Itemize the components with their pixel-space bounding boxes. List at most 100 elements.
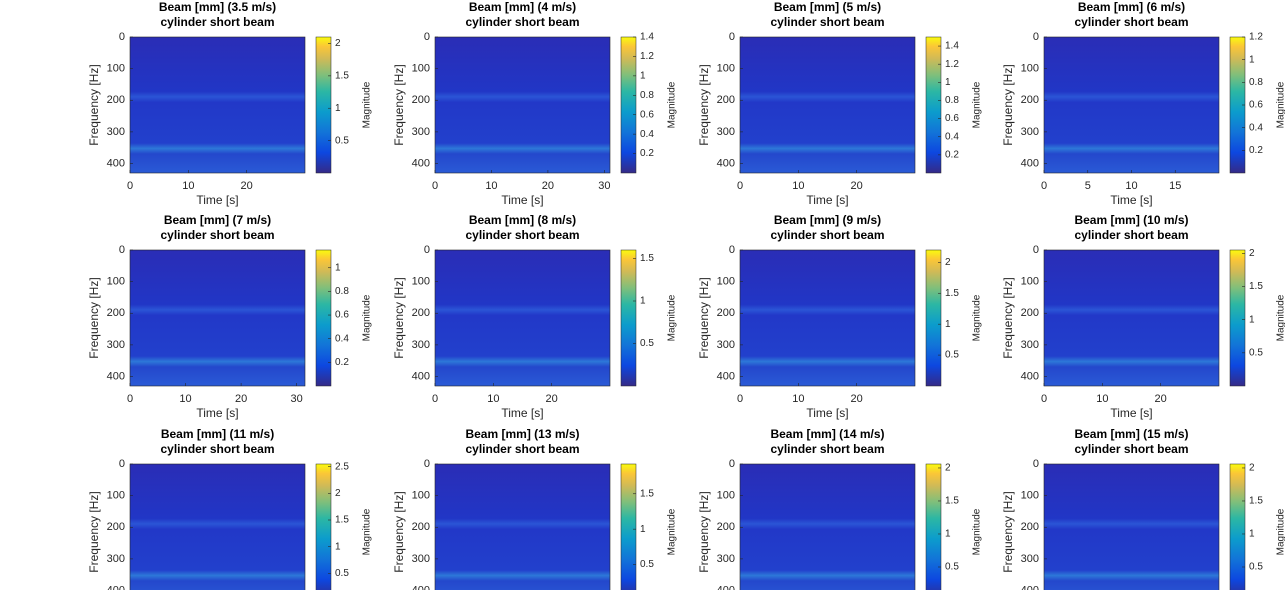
panel: Beam [mm] (10 m/s)cylinder short beam010…: [1001, 213, 1285, 420]
y-tick-label: 100: [717, 63, 735, 75]
x-tick-label: 10: [792, 393, 804, 405]
y-tick-label: 0: [424, 31, 430, 43]
chart-title: Beam [mm] (7 m/s): [164, 213, 271, 227]
y-tick-label: 200: [1021, 94, 1039, 106]
y-tick-label: 200: [717, 521, 735, 533]
y-tick-label: 0: [424, 458, 430, 470]
y-tick-label: 200: [412, 307, 430, 319]
colorbar-tick-label: 2: [1249, 463, 1255, 474]
colorbar-tick-label: 0.5: [335, 568, 349, 579]
colorbar-tick-label: 0.8: [1249, 77, 1263, 88]
x-tick-label: 0: [127, 180, 133, 192]
y-tick-label: 100: [1021, 276, 1039, 288]
spectrogram-image: [435, 464, 610, 590]
y-tick-label: 100: [1021, 63, 1039, 75]
colorbar-label: Magnitude: [362, 294, 373, 341]
panel: Beam [mm] (13 m/s)cylinder short beam010…: [392, 427, 678, 590]
colorbar-tick-label: 2: [1249, 248, 1255, 259]
y-tick-label: 100: [412, 490, 430, 502]
colorbar-tick-label: 0.4: [335, 333, 349, 344]
colorbar: [315, 36, 332, 174]
y-tick-label: 0: [119, 31, 125, 43]
x-tick-label: 20: [542, 180, 554, 192]
colorbar-tick-label: 1: [640, 524, 646, 535]
y-tick-label: 0: [119, 244, 125, 256]
colorbar-tick-label: 2: [335, 38, 341, 49]
colorbar-tick-label: 1.5: [335, 515, 349, 526]
chart-subtitle: cylinder short beam: [770, 442, 884, 456]
colorbar: [620, 249, 637, 387]
y-tick-label: 200: [412, 521, 430, 533]
axes-box: [1043, 249, 1220, 387]
colorbar-tick-label: 1: [945, 319, 951, 330]
chart-title: Beam [mm] (4 m/s): [469, 0, 576, 14]
axes-box: [129, 463, 306, 590]
y-axis-label: Frequency [Hz]: [87, 491, 101, 572]
spectrogram-image: [1044, 37, 1219, 173]
colorbar-tick-label: 0.4: [1249, 122, 1263, 133]
colorbar-tick-label: 1.5: [945, 496, 959, 507]
spectrogram-image: [740, 250, 915, 386]
colorbar-label: Magnitude: [667, 294, 678, 341]
colorbar-tick-label: 1: [1249, 314, 1255, 325]
axes-box: [739, 249, 916, 387]
y-axis-label: Frequency [Hz]: [697, 64, 711, 145]
colorbar-label: Magnitude: [362, 508, 373, 555]
chart-subtitle: cylinder short beam: [465, 228, 579, 242]
x-tick-label: 0: [432, 393, 438, 405]
chart-title: Beam [mm] (11 m/s): [161, 427, 274, 441]
y-tick-label: 300: [1021, 553, 1039, 565]
colorbar-tick-label: 1: [945, 529, 951, 540]
spectrogram-image: [130, 250, 305, 386]
colorbar-tick-label: 1.2: [945, 59, 959, 70]
colorbar: [925, 463, 942, 590]
x-tick-label: 30: [598, 180, 610, 192]
y-tick-label: 400: [107, 157, 125, 169]
colorbar-tick-label: 1.2: [1249, 32, 1263, 43]
colorbar-tick-label: 1: [335, 262, 341, 273]
colorbar: [315, 463, 332, 590]
chart-subtitle: cylinder short beam: [160, 442, 274, 456]
y-axis-label: Frequency [Hz]: [1001, 491, 1015, 572]
x-tick-label: 0: [737, 393, 743, 405]
y-axis-label: Frequency [Hz]: [697, 277, 711, 358]
y-tick-label: 200: [1021, 307, 1039, 319]
colorbar-tick-label: 1.4: [945, 41, 959, 52]
y-tick-label: 400: [412, 370, 430, 382]
x-tick-label: 0: [127, 393, 133, 405]
y-tick-label: 400: [107, 370, 125, 382]
y-tick-label: 100: [1021, 490, 1039, 502]
spectrogram-image: [740, 464, 915, 590]
y-tick-label: 0: [1033, 458, 1039, 470]
colorbar-label: Magnitude: [972, 508, 983, 555]
chart-subtitle: cylinder short beam: [465, 442, 579, 456]
colorbar-tick-label: 0.6: [1249, 100, 1263, 111]
x-axis-label: Time [s]: [806, 406, 848, 420]
spectrogram-image: [130, 464, 305, 590]
y-tick-label: 100: [412, 276, 430, 288]
colorbar-tick-label: 0.5: [945, 562, 959, 573]
colorbar-label: Magnitude: [1276, 294, 1285, 341]
x-axis-label: Time [s]: [196, 193, 238, 207]
y-tick-label: 200: [107, 94, 125, 106]
y-tick-label: 100: [107, 276, 125, 288]
colorbar-tick-label: 1.5: [640, 488, 654, 499]
y-tick-label: 300: [412, 553, 430, 565]
colorbar: [925, 249, 942, 387]
x-axis-label: Time [s]: [1110, 193, 1152, 207]
chart-subtitle: cylinder short beam: [770, 15, 884, 29]
y-tick-label: 200: [1021, 521, 1039, 533]
colorbar-tick-label: 0.6: [640, 109, 654, 120]
chart-subtitle: cylinder short beam: [770, 228, 884, 242]
y-axis-label: Frequency [Hz]: [87, 277, 101, 358]
spectrogram-image: [1044, 250, 1219, 386]
y-tick-label: 100: [717, 490, 735, 502]
x-tick-label: 10: [792, 180, 804, 192]
chart-title: Beam [mm] (14 m/s): [770, 427, 884, 441]
y-tick-label: 300: [1021, 339, 1039, 351]
x-tick-label: 0: [1041, 393, 1047, 405]
spectrogram-image: [130, 37, 305, 173]
colorbar-label: Magnitude: [972, 294, 983, 341]
x-tick-label: 20: [851, 393, 863, 405]
spectrogram-image: [435, 37, 610, 173]
